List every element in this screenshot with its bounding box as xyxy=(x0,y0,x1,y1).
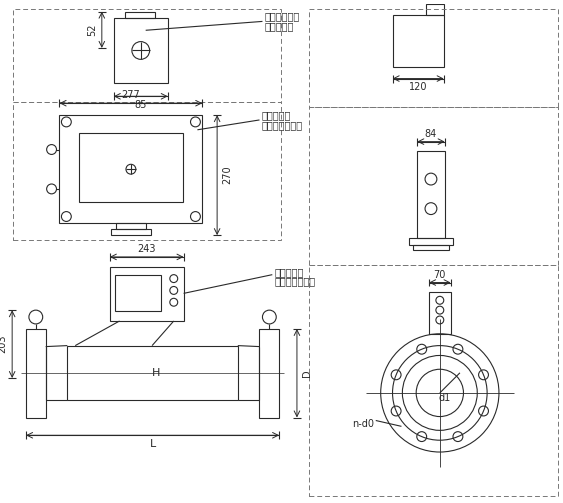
Bar xyxy=(114,19,168,82)
Text: 85: 85 xyxy=(135,100,147,110)
Text: 安装普通转换器: 安装普通转换器 xyxy=(274,277,315,287)
Bar xyxy=(309,265,558,496)
Text: 安装隔爆转换器: 安装隔爆转换器 xyxy=(261,120,302,130)
Text: n-d0: n-d0 xyxy=(352,420,374,430)
Bar xyxy=(111,229,151,235)
Text: H: H xyxy=(152,368,160,378)
Bar xyxy=(409,238,453,245)
Text: 52: 52 xyxy=(87,24,97,36)
Bar xyxy=(79,133,182,202)
Bar xyxy=(13,102,281,240)
Text: 203: 203 xyxy=(0,335,7,354)
Text: 分离型传感器: 分离型传感器 xyxy=(265,12,300,22)
Text: 277: 277 xyxy=(122,91,140,100)
Bar xyxy=(60,115,202,223)
Bar xyxy=(426,4,444,16)
Bar xyxy=(115,275,161,311)
Text: 70: 70 xyxy=(434,270,446,280)
Bar xyxy=(429,292,450,334)
Bar xyxy=(110,267,184,321)
Text: 常规一体型: 常规一体型 xyxy=(274,267,303,277)
Bar xyxy=(413,245,449,250)
Text: 防爆一体型: 防爆一体型 xyxy=(261,110,291,120)
Text: d1: d1 xyxy=(439,393,451,403)
Text: 84: 84 xyxy=(425,129,437,139)
Text: 安装接线盒: 安装接线盒 xyxy=(265,21,294,31)
Bar xyxy=(260,329,279,417)
Text: D: D xyxy=(302,369,312,377)
Bar xyxy=(309,107,558,265)
Text: L: L xyxy=(149,439,156,449)
Bar xyxy=(392,16,444,67)
Text: 270: 270 xyxy=(222,166,232,185)
Text: 120: 120 xyxy=(409,82,427,93)
Bar xyxy=(309,9,558,107)
Bar xyxy=(13,9,281,102)
Text: 243: 243 xyxy=(137,244,156,254)
Bar xyxy=(126,12,155,19)
Bar xyxy=(116,223,146,229)
Bar xyxy=(26,329,46,417)
Bar xyxy=(68,346,238,400)
Bar xyxy=(417,151,445,238)
